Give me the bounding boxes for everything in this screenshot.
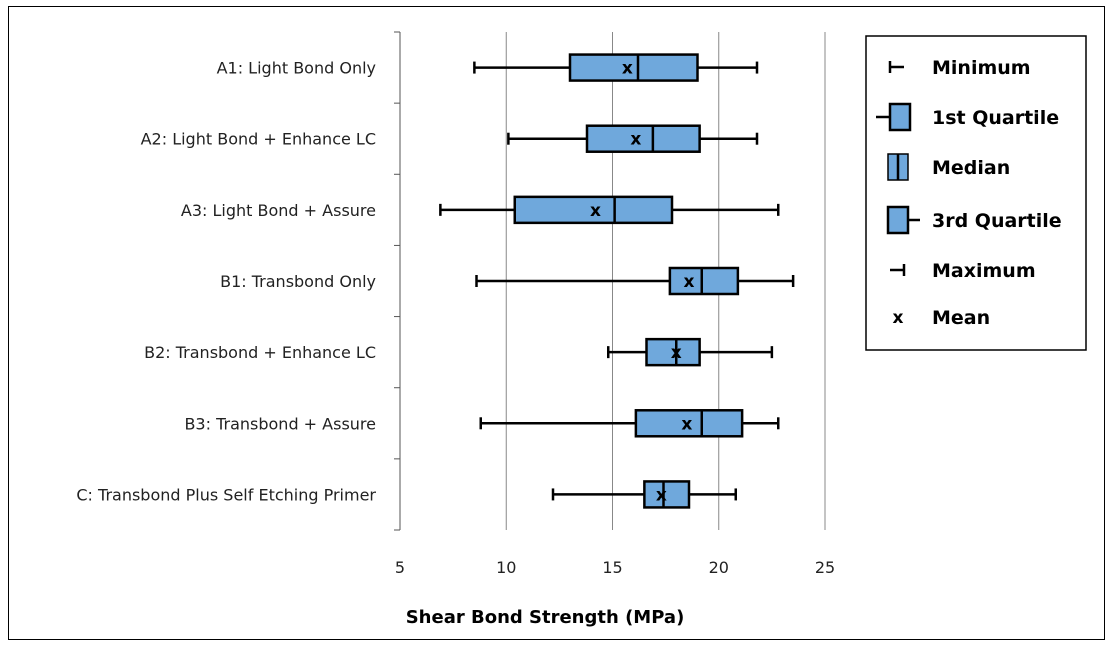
legend-label: Minimum bbox=[932, 57, 1031, 79]
iqr-box bbox=[634, 409, 744, 438]
mean-marker: x bbox=[681, 414, 692, 434]
mean-marker: x bbox=[684, 272, 695, 292]
category-label: A2: Light Bond + Enhance LC bbox=[141, 130, 376, 149]
x-tick-label: 20 bbox=[709, 558, 729, 577]
legend-item-median: Median bbox=[887, 153, 1010, 181]
box-plot-4: x bbox=[475, 266, 795, 296]
x-tick-label: 25 bbox=[815, 558, 835, 577]
category-label: A1: Light Bond Only bbox=[217, 59, 376, 78]
category-label: B1: Transbond Only bbox=[220, 272, 376, 291]
legend-q3-icon bbox=[886, 205, 910, 235]
box-plot-3: x bbox=[439, 195, 780, 225]
legend-label: Maximum bbox=[932, 260, 1036, 282]
mean-marker: x bbox=[622, 59, 633, 79]
legend-item-mean: x Mean bbox=[893, 307, 991, 329]
legend-mean-icon: x bbox=[893, 308, 904, 328]
x-tick-label: 10 bbox=[496, 558, 516, 577]
category-label: B2: Transbond + Enhance LC bbox=[144, 343, 376, 362]
box-plot-5: x bbox=[607, 337, 774, 367]
legend-label: 1st Quartile bbox=[932, 107, 1059, 129]
legend-item-min: Minimum bbox=[888, 57, 1031, 79]
legend-box bbox=[865, 35, 1087, 351]
legend-item-q1: 1st Quartile bbox=[876, 102, 1059, 132]
legend-item-max: Maximum bbox=[890, 260, 1036, 282]
mean-marker: x bbox=[656, 485, 667, 505]
box-plot-2: x bbox=[507, 124, 759, 153]
category-label: A3: Light Bond + Assure bbox=[181, 201, 376, 220]
iqr-box bbox=[585, 124, 701, 153]
box-plot-6: x bbox=[479, 409, 780, 438]
mean-marker: x bbox=[671, 343, 682, 363]
legend-label: Mean bbox=[932, 307, 990, 329]
iqr-box bbox=[643, 480, 691, 509]
category-label: B3: Transbond + Assure bbox=[184, 414, 376, 433]
axes: 5 10 15 20 25 bbox=[394, 31, 835, 577]
mean-marker: x bbox=[590, 201, 601, 221]
box-plot-7: x bbox=[551, 480, 737, 509]
iqr-box bbox=[513, 195, 674, 225]
x-axis-title: Shear Bond Strength (MPa) bbox=[406, 607, 685, 628]
category-labels: A1: Light Bond Only A2: Light Bond + Enha… bbox=[76, 59, 376, 505]
legend-label: Median bbox=[932, 157, 1010, 179]
box-series: x x x x x x x bbox=[439, 53, 795, 509]
iqr-box bbox=[568, 53, 699, 82]
box-plot-1: x bbox=[473, 53, 759, 82]
x-tick-label: 5 bbox=[395, 558, 405, 577]
iqr-box bbox=[668, 266, 740, 296]
legend-item-q3: 3rd Quartile bbox=[886, 205, 1062, 235]
legend-label: 3rd Quartile bbox=[932, 210, 1062, 232]
legend-q1-icon bbox=[888, 102, 912, 132]
category-label: C: Transbond Plus Self Etching Primer bbox=[76, 485, 376, 504]
legend: Minimum 1st Quartile Median 3rd Quartile Max… bbox=[865, 35, 1087, 351]
x-tick-label: 15 bbox=[602, 558, 622, 577]
mean-marker: x bbox=[630, 130, 641, 150]
iqr-box bbox=[645, 337, 701, 367]
